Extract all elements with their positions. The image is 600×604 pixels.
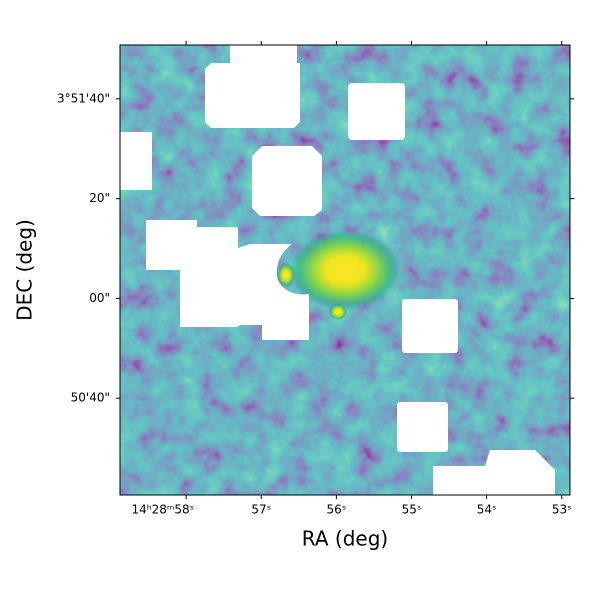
y-tick-label: 00"	[89, 291, 110, 305]
y-tick-label: 50'40"	[71, 391, 110, 405]
x-tick-label: 57ˢ	[251, 503, 271, 517]
x-axis-label: RA (deg)	[302, 527, 388, 551]
image	[120, 45, 570, 495]
plot-frame	[119, 44, 571, 496]
x-tick-label: 53ˢ	[552, 503, 572, 517]
x-tick-label: 55ˢ	[402, 503, 422, 517]
y-axis-label: DEC (deg)	[13, 219, 37, 321]
x-tick-label: 14ʰ28ᵐ58ˢ	[131, 503, 194, 517]
x-tick-label: 54ˢ	[477, 503, 497, 517]
y-tick-label: 20"	[89, 191, 110, 205]
y-tick-label: 3°51'40"	[57, 91, 110, 105]
x-tick-label: 56ˢ	[326, 503, 346, 517]
masks	[120, 45, 555, 495]
